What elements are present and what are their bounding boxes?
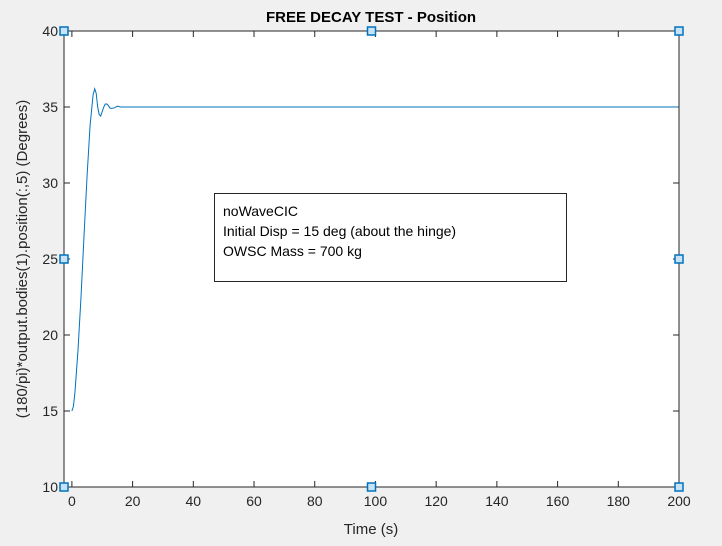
annotation-line-case: noWaveCIC xyxy=(223,203,298,219)
y-tick-label: 15 xyxy=(42,403,58,419)
data-tip-handle[interactable] xyxy=(59,482,69,492)
y-tick-label: 40 xyxy=(42,23,58,39)
data-tip-handle[interactable] xyxy=(674,26,684,36)
y-tick-label: 25 xyxy=(42,251,58,267)
x-tick-label: 120 xyxy=(424,493,448,509)
y-tick-label: 30 xyxy=(42,175,58,191)
y-axis-label: (180/pi)*output.bodies(1).position(:,5) … xyxy=(14,100,31,419)
x-tick-label: 40 xyxy=(186,493,202,509)
x-tick-label: 60 xyxy=(246,493,262,509)
position-line[interactable] xyxy=(71,87,679,412)
x-tick-label: 200 xyxy=(667,493,691,509)
x-tick-label: 80 xyxy=(307,493,323,509)
data-tip-handles[interactable] xyxy=(59,26,684,492)
chart-title: FREE DECAY TEST - Position xyxy=(266,9,476,26)
x-tick-label: 180 xyxy=(607,493,631,509)
x-axis-label: Time (s) xyxy=(344,521,398,538)
annotation-textbox[interactable]: noWaveCIC Initial Disp = 15 deg (about t… xyxy=(214,193,567,282)
data-tip-handle[interactable] xyxy=(366,26,377,36)
x-tick-label: 0 xyxy=(68,493,76,509)
y-tick-label: 35 xyxy=(42,99,58,115)
data-tip-handle[interactable] xyxy=(674,482,684,492)
y-tick-label: 20 xyxy=(42,327,58,343)
data-tip-handle[interactable] xyxy=(59,254,69,264)
x-tick-label: 20 xyxy=(125,493,141,509)
annotation-line-disp: Initial Disp = 15 deg (about the hinge) xyxy=(223,223,457,239)
annotation-line-mass: OWSC Mass = 700 kg xyxy=(223,243,362,259)
data-tip-handle[interactable] xyxy=(59,26,69,36)
data-tip-handle[interactable] xyxy=(674,254,684,264)
x-tick-label: 100 xyxy=(364,493,388,509)
data-tip-handle[interactable] xyxy=(366,482,377,492)
y-tick-label: 10 xyxy=(42,479,58,495)
x-tick-label: 160 xyxy=(546,493,570,509)
y-axis-ticks: 10 15 20 25 30 35 40 xyxy=(42,23,679,495)
x-tick-label: 140 xyxy=(485,493,509,509)
